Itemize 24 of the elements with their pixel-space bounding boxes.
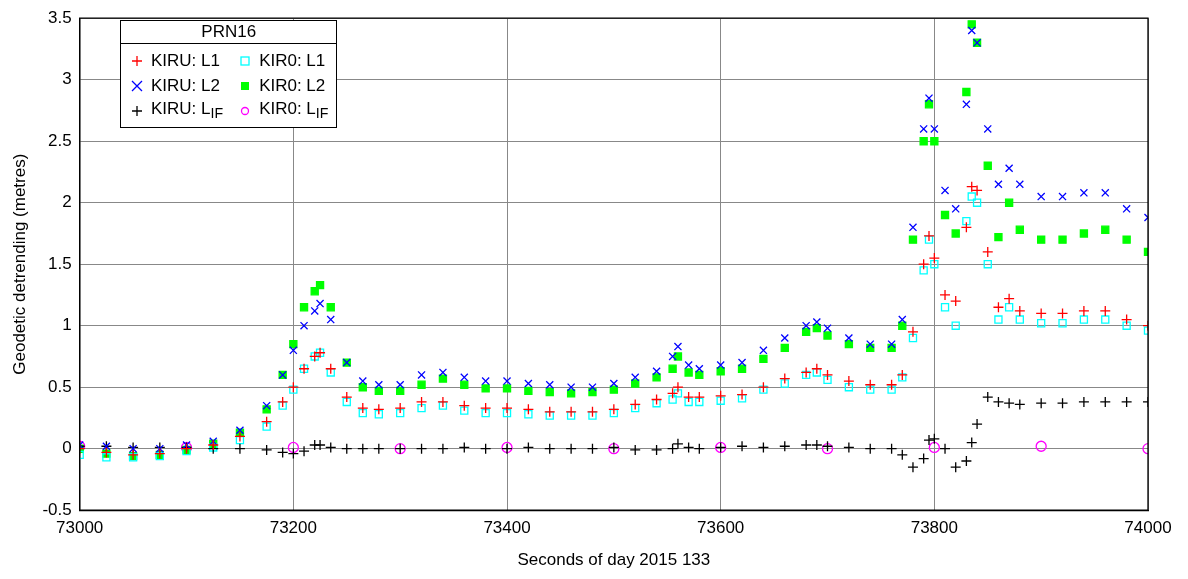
legend-label: KIRU: L1 — [151, 50, 220, 71]
legend-label: KIRU: L$_{IF}$ — [151, 99, 224, 122]
y-tick-label: -0.5 — [42, 499, 72, 519]
y-tick-label: 0 — [62, 438, 72, 458]
y-axis-title: Geodetic detrending (metres) — [9, 153, 29, 375]
x-tick-label: 73600 — [697, 518, 745, 538]
legend-label: KIR0: L1 — [259, 50, 326, 71]
y-tick-label: 1.5 — [48, 253, 72, 273]
y-tick-label: 2.5 — [48, 130, 72, 150]
y-tick-label: 3 — [62, 69, 72, 89]
y-tick-label: 3.5 — [48, 7, 72, 27]
x-axis-title: Seconds of day 2015 133 — [517, 550, 711, 570]
y-tick-label: 0.5 — [48, 376, 72, 396]
x-tick-label: 73200 — [269, 518, 317, 538]
legend-title: PRN16 — [121, 21, 337, 44]
legend-label: KIRU: L2 — [151, 75, 220, 96]
x-tick-label: 73000 — [56, 518, 104, 538]
legend-label: KIR0: L$_{IF}$ — [259, 99, 329, 122]
x-tick-label: 73400 — [483, 518, 531, 538]
legend-label: KIR0: L2 — [259, 75, 326, 96]
x-tick-label: 74000 — [1124, 518, 1172, 538]
x-tick-label: 73800 — [910, 518, 958, 538]
y-tick-label: 1 — [62, 315, 72, 335]
y-tick-label: 2 — [62, 192, 72, 212]
